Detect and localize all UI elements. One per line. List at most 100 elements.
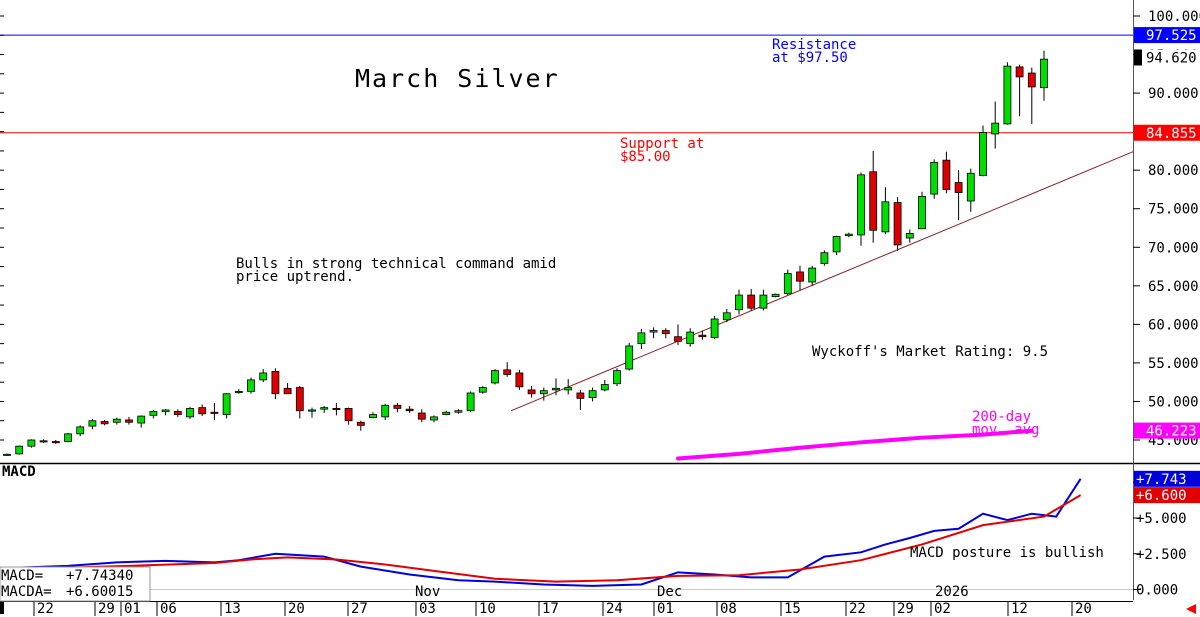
- candle: [893, 197, 902, 252]
- candle-body: [173, 411, 182, 415]
- candle: [100, 419, 109, 426]
- candle: [722, 308, 731, 323]
- candle: [369, 412, 377, 419]
- candle-body: [125, 419, 133, 423]
- candle: [881, 187, 890, 235]
- candle-body: [588, 390, 597, 398]
- candle-body: [918, 195, 926, 230]
- ma200-price-tag: 46.223: [1146, 424, 1197, 440]
- x-axis-month-label: 2026: [935, 584, 969, 600]
- candle: [600, 379, 609, 392]
- candle: [51, 440, 60, 444]
- x-axis-label: 20: [1075, 601, 1092, 617]
- candle: [283, 382, 292, 395]
- candle-body: [369, 414, 377, 419]
- price-axis-label: 55.000: [1148, 356, 1199, 372]
- candle-body: [478, 387, 487, 393]
- candle: [613, 368, 621, 387]
- candle-body: [64, 433, 72, 442]
- macd-line: [6, 478, 1082, 587]
- candle: [15, 445, 24, 455]
- last-price-marker: [1134, 49, 1142, 66]
- price-axis-label: 65.000: [1148, 279, 1199, 295]
- candle-body: [76, 426, 85, 435]
- candle: [491, 369, 499, 385]
- macd-readout-value: +7.74340: [66, 568, 133, 584]
- candle: [454, 409, 463, 414]
- x-axis-label: 15: [784, 601, 801, 617]
- macda-value-tag: +6.600: [1136, 488, 1187, 504]
- candle: [649, 327, 658, 339]
- x-axis-label: 12: [1011, 601, 1028, 617]
- x-axis-label: 29: [98, 601, 115, 617]
- candle-body: [356, 421, 365, 426]
- candle-body: [100, 421, 109, 425]
- support-price-tag-bg: [1134, 124, 1200, 141]
- candle: [442, 410, 451, 416]
- candle-body: [796, 271, 804, 282]
- x-axis-label: 13: [224, 601, 241, 617]
- macda-line: [6, 494, 1082, 583]
- candle-body: [564, 387, 573, 391]
- candle: [332, 402, 341, 416]
- candle: [405, 406, 414, 414]
- x-axis-label: 29: [897, 601, 914, 617]
- macd-axis-label: 0.000: [1136, 583, 1178, 599]
- candle: [125, 416, 133, 425]
- candle: [39, 439, 48, 444]
- candle-body: [710, 318, 719, 338]
- candle: [3, 453, 11, 456]
- macd-readout-label: MACD=: [1, 568, 43, 584]
- candle: [747, 288, 756, 311]
- candle: [149, 409, 158, 419]
- candle-body: [198, 407, 207, 415]
- macd-value-tag-bg: [1134, 470, 1200, 487]
- candle-body: [966, 172, 975, 202]
- candle: [186, 406, 194, 420]
- price-axis-label: 80.000: [1148, 163, 1199, 179]
- candle: [564, 379, 573, 395]
- candle: [430, 415, 438, 423]
- candle-body: [51, 441, 60, 444]
- candle: [210, 402, 219, 420]
- candle: [393, 402, 402, 413]
- candle-body: [1015, 66, 1024, 78]
- candle: [1040, 50, 1048, 101]
- x-axis-label: 02: [934, 601, 951, 617]
- candle-body: [308, 409, 316, 412]
- candle-body: [332, 407, 341, 410]
- candle: [710, 315, 719, 340]
- candle-body: [844, 233, 853, 237]
- x-axis-month-label: Dec: [657, 584, 682, 600]
- candle: [320, 406, 329, 414]
- candle: [966, 168, 975, 212]
- candle-body: [576, 392, 585, 399]
- ma200-line: [676, 428, 1034, 461]
- scroll-left-edge-marker[interactable]: [0, 602, 4, 614]
- scroll-left-arrow-icon[interactable]: [1186, 604, 1196, 614]
- last-price-tag: 94.620: [1146, 50, 1197, 66]
- candle: [942, 151, 951, 194]
- candle-body: [283, 387, 292, 395]
- macd-readout-box: [0, 566, 151, 602]
- candle: [198, 404, 207, 417]
- candle-body: [942, 159, 951, 190]
- candle-body: [893, 202, 902, 246]
- candle: [844, 232, 853, 238]
- candle-body: [649, 330, 658, 333]
- candle: [552, 378, 560, 396]
- resistance-annotation-line1: Resistance: [772, 37, 856, 53]
- candle: [771, 293, 780, 298]
- ma200-label-line1: 200-day: [972, 409, 1031, 425]
- candle: [905, 229, 914, 243]
- candle-body: [405, 408, 414, 412]
- candle: [539, 387, 548, 401]
- price-axis-label: 90.000: [1148, 86, 1199, 102]
- candle-body: [771, 293, 780, 298]
- ma200-price-tag-bg: [1134, 422, 1200, 439]
- candle: [796, 265, 804, 291]
- candle-body: [466, 392, 475, 412]
- x-axis-label: 01: [124, 601, 141, 617]
- candle-body: [39, 440, 48, 443]
- candle-body: [454, 410, 463, 413]
